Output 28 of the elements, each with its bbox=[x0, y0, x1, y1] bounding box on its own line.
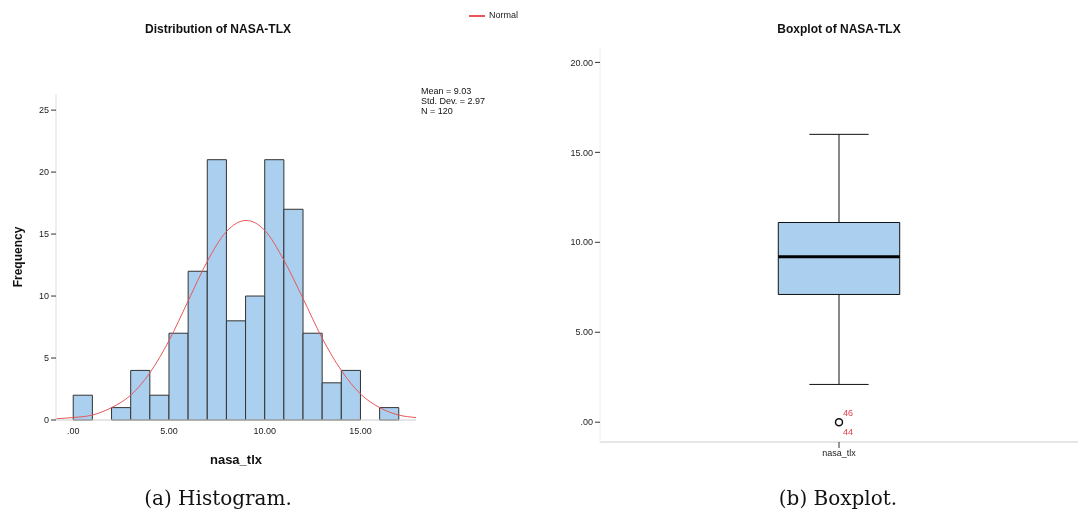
x-tick-label: 10.00 bbox=[253, 426, 276, 437]
y-tick-label: 25 bbox=[38, 105, 49, 116]
chart-title: Distribution of NASA-TLX bbox=[144, 22, 292, 36]
y-tick-label: 10.00 bbox=[570, 237, 593, 248]
y-tick-label: 5.00 bbox=[575, 327, 593, 338]
x-axis-title: nasa_tlx bbox=[209, 452, 263, 467]
y-tick-label: 0 bbox=[43, 415, 49, 426]
text: (a) Histogram. bbox=[143, 486, 293, 510]
chart-title: Boxplot of NASA-TLX bbox=[776, 22, 902, 36]
text: N = 120 bbox=[421, 106, 454, 116]
x-tick-label: .00 bbox=[66, 426, 80, 437]
line-series bbox=[56, 219, 416, 420]
y-tick-label: 10 bbox=[38, 291, 49, 302]
x-tick-label: 5.00 bbox=[160, 426, 178, 437]
y-tick-label: 15 bbox=[38, 229, 49, 240]
text: Mean = 9.03 bbox=[421, 86, 473, 96]
annotation: 44 bbox=[842, 426, 854, 437]
x-tick-label: 15.00 bbox=[349, 426, 372, 437]
y-tick-label: 5 bbox=[43, 353, 49, 364]
annotation: 46 bbox=[842, 408, 854, 419]
y-tick-label: 20.00 bbox=[570, 57, 593, 68]
text: Std. Dev. = 2.97 bbox=[421, 96, 486, 106]
y-tick-label: 20 bbox=[38, 167, 49, 178]
y-tick-label: .00 bbox=[580, 417, 593, 428]
y-axis-title: Frequency bbox=[11, 226, 26, 288]
text: (b) Boxplot. bbox=[777, 486, 899, 510]
legend-label: Normal bbox=[488, 10, 518, 21]
y-tick-label: 15.00 bbox=[570, 147, 593, 158]
